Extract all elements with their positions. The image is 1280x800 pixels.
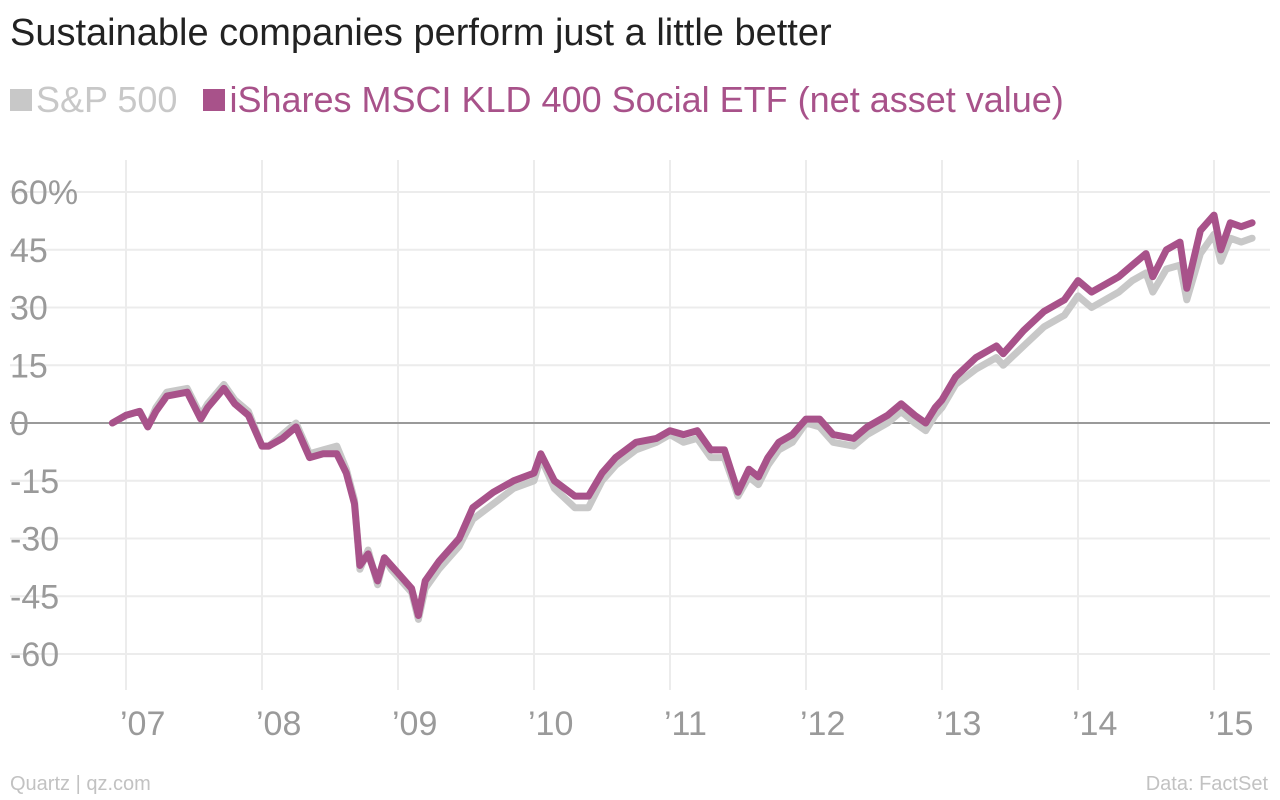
x-tick-label: ’13 — [936, 705, 981, 743]
legend-swatch-sp500 — [10, 89, 32, 111]
x-axis-tick-labels: ’07 ’08 ’09 ’10 ’11 ’12 ’13 ’14 ’15 — [120, 705, 1253, 743]
footer-source-left: Quartz | qz.com — [10, 773, 151, 795]
y-tick-label: 0 — [10, 405, 29, 443]
x-tick-label: ’14 — [1072, 705, 1117, 743]
footer-source-right: Data: FactSet — [1145, 773, 1268, 795]
y-tick-label: -45 — [10, 578, 59, 616]
series-line-social-etf — [108, 211, 1256, 619]
legend-label-sp500: S&P 500 — [36, 79, 178, 120]
x-tick-label: ’11 — [664, 705, 707, 743]
y-tick-label: -30 — [10, 521, 59, 559]
y-tick-label: -15 — [10, 463, 59, 501]
y-tick-label: 60% — [10, 174, 78, 212]
legend: S&P 500 iShares MSCI KLD 400 Social ETF … — [10, 76, 1090, 124]
y-tick-label: 15 — [10, 347, 48, 385]
y-tick-label: 30 — [10, 290, 48, 328]
x-gridlines — [125, 160, 1215, 690]
x-tick-label: ’09 — [392, 705, 437, 743]
x-tick-label: ’15 — [1208, 705, 1253, 743]
legend-label-social-etf: iShares MSCI KLD 400 Social ETF (net ass… — [229, 79, 1064, 120]
y-tick-label: -60 — [10, 636, 59, 674]
y-tick-label: 45 — [10, 232, 48, 270]
x-tick-label: ’12 — [800, 705, 845, 743]
legend-item-social-etf: iShares MSCI KLD 400 Social ETF (net ass… — [203, 79, 1064, 121]
y-gridlines — [10, 191, 1270, 655]
x-tick-label: ’08 — [256, 705, 301, 743]
series-line-sp500 — [108, 230, 1256, 623]
x-tick-label: ’10 — [528, 705, 573, 743]
x-tick-label: ’07 — [120, 705, 165, 743]
legend-swatch-social-etf — [203, 89, 226, 111]
chart-title: Sustainable companies perform just a lit… — [10, 12, 832, 54]
series-layer — [108, 211, 1256, 623]
y-axis-tick-labels: 60% 45 30 15 0 -15 -30 -45 -60 — [10, 174, 78, 674]
legend-item-sp500: S&P 500 — [10, 79, 177, 121]
